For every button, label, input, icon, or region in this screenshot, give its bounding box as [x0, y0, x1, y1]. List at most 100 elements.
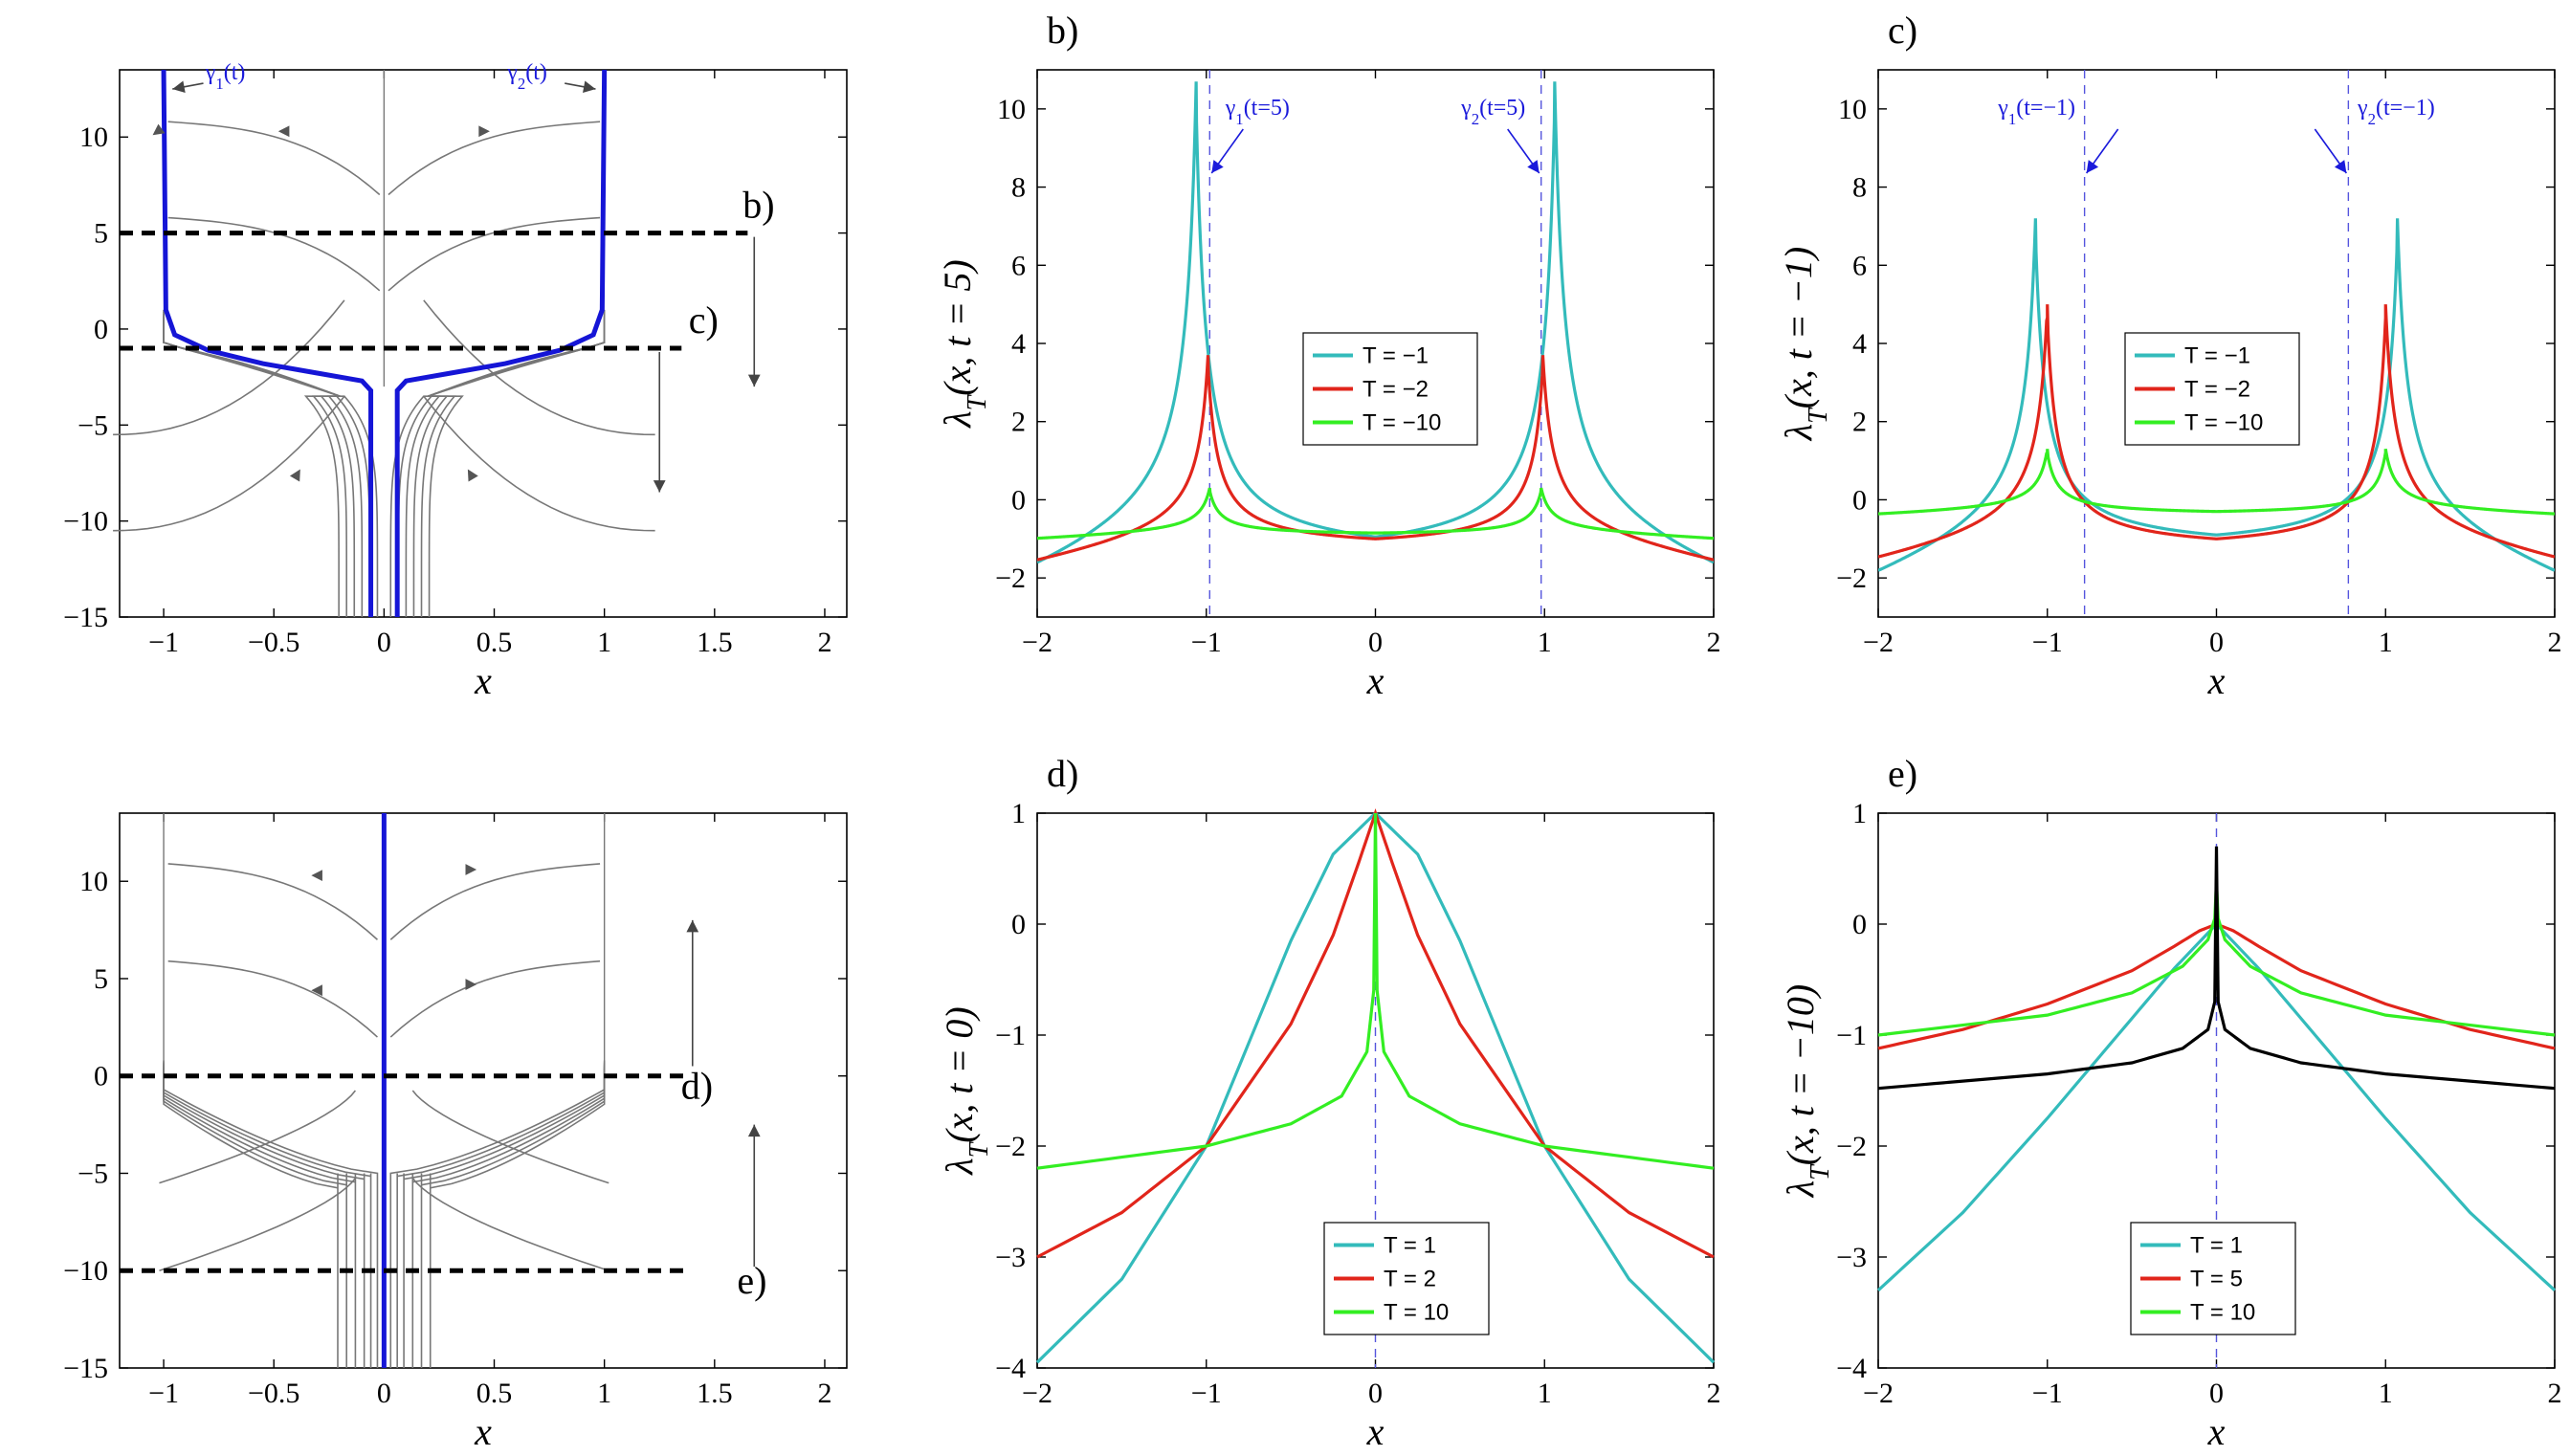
flow-line — [428, 309, 606, 617]
cusp-panel-B: −2 −1 0 1 2 −2 0 2 4 6 8 10 x λT(x, t = 5) b) γ1(t=5) γ2… — [936, 9, 1721, 702]
y-tick-label: −2 — [995, 1131, 1026, 1162]
gamma1-annotation: γ1(t=−1) — [1997, 96, 2075, 128]
legend-entry: T = 10 — [1384, 1300, 1449, 1326]
flow-line — [163, 1060, 339, 1368]
legend-box — [2130, 1222, 2296, 1335]
separatrix-curve — [394, 69, 608, 617]
y-tick-label: −10 — [63, 1255, 108, 1287]
flow-lines — [159, 813, 609, 1368]
gamma1-pointer-head — [1211, 160, 1224, 173]
legend-entry: T = −1 — [1363, 343, 1429, 369]
y-tick-label: 10 — [997, 94, 1026, 125]
flow-line — [167, 121, 381, 196]
flow-arrow — [277, 125, 290, 138]
x-tick-label: 1 — [2379, 1378, 2393, 1409]
direction-arrow-head — [653, 480, 666, 493]
flow-line — [163, 311, 348, 617]
flow-arrow — [465, 864, 477, 875]
series-line — [1036, 812, 1715, 1170]
flow-line — [389, 863, 601, 940]
y-tick-label: −3 — [995, 1242, 1026, 1273]
flow-line — [163, 315, 364, 617]
gamma2-annotation: γ2(t) — [506, 60, 547, 93]
flow-line — [412, 313, 606, 617]
flow-line — [423, 395, 655, 532]
flow-line — [420, 311, 606, 617]
x-axis-label: x — [2207, 659, 2226, 702]
y-tick-label: 6 — [1852, 250, 1867, 281]
x-tick-label: 0 — [377, 1378, 391, 1409]
y-tick-label: −3 — [1836, 1242, 1867, 1273]
y-tick-label: −2 — [1836, 1131, 1867, 1162]
series-line — [1037, 487, 1714, 540]
gamma1-pointer-head — [2086, 160, 2099, 173]
y-tick-label: 6 — [1011, 250, 1026, 281]
x-tick-label: −1 — [2032, 627, 2063, 658]
series-panel-F: −2 −1 0 1 2 −4 −3 −2 −1 0 1 x λT(x, t = −10) e) T = 1 T… — [1779, 752, 2562, 1453]
y-tick-label: −4 — [995, 1353, 1026, 1384]
legend-entry: T = −10 — [1363, 410, 1441, 436]
series-line — [1877, 846, 2556, 1091]
flow-line — [163, 1066, 366, 1368]
x-tick-label: −2 — [1022, 627, 1052, 658]
y-axis-label: λT(x, t = −1) — [1777, 247, 1833, 441]
dashed-line-label: b) — [742, 184, 774, 227]
flow-line — [159, 1090, 357, 1184]
series-line — [1037, 81, 1714, 564]
flow-line — [388, 121, 601, 196]
series-line — [1878, 218, 2555, 572]
flow-line — [389, 1070, 606, 1368]
flow-line — [411, 1178, 609, 1272]
x-tick-label: 2 — [1707, 627, 1721, 658]
x-tick-label: 0 — [1368, 1378, 1383, 1409]
x-axis-label: x — [474, 659, 492, 702]
flow-line — [163, 309, 341, 617]
flow-line — [403, 1066, 606, 1368]
x-tick-label: 0.5 — [476, 1378, 513, 1409]
y-axis-label: λT(x, t = −10) — [1779, 984, 1835, 1198]
gamma1-annotation: γ1(t=5) — [1225, 96, 1290, 128]
flow-line — [429, 1060, 606, 1368]
flow-arrow — [465, 979, 477, 990]
y-tick-label: −2 — [1836, 563, 1867, 594]
y-tick-label: 10 — [79, 866, 108, 897]
x-axis-label: x — [474, 1410, 492, 1453]
y-tick-label: 0 — [94, 1061, 108, 1092]
x-tick-label: 1 — [1538, 627, 1552, 658]
dashed-line-label: c) — [689, 298, 719, 342]
flow-arrow — [152, 123, 166, 136]
y-tick-label: 0 — [1011, 484, 1026, 516]
flow-line — [167, 216, 381, 292]
panel-label: b) — [1047, 9, 1078, 52]
gamma2-pointer-head — [583, 80, 596, 94]
flow-line — [420, 1062, 606, 1368]
flow-line — [163, 1064, 357, 1368]
flow-line — [388, 216, 601, 292]
flow-line — [396, 1068, 606, 1368]
gamma2-annotation: γ2(t=−1) — [2357, 96, 2435, 128]
panel-label: c) — [1888, 9, 1917, 52]
x-tick-label: −2 — [1022, 1378, 1052, 1409]
y-tick-label: 0 — [1852, 484, 1867, 516]
gamma2-pointer-head — [1527, 160, 1540, 173]
x-tick-label: −0.5 — [248, 627, 299, 658]
flow-line — [411, 1064, 606, 1368]
flow-arrow — [289, 469, 300, 482]
x-tick-label: −1 — [2032, 1378, 2063, 1409]
flow-arrow — [311, 870, 322, 882]
x-tick-label: 1.5 — [697, 1378, 733, 1409]
y-tick-label: 8 — [1011, 172, 1026, 204]
flow-panel-bottom: −1−0.500.511.52−15−10−50510xtd)e) — [63, 812, 848, 1453]
x-tick-label: 1.5 — [697, 627, 733, 658]
flow-line — [405, 315, 606, 617]
legend-entry: T = −2 — [1363, 377, 1429, 403]
series-line — [1037, 355, 1714, 562]
y-tick-label: 1 — [1852, 798, 1867, 829]
y-tick-label: −1 — [995, 1020, 1026, 1051]
flow-line — [167, 863, 378, 940]
gamma1-annotation: γ1(t) — [205, 60, 246, 93]
legend-entry: T = −10 — [2184, 410, 2263, 436]
x-tick-label: 0 — [2209, 627, 2224, 658]
x-axis-label: x — [1366, 659, 1385, 702]
